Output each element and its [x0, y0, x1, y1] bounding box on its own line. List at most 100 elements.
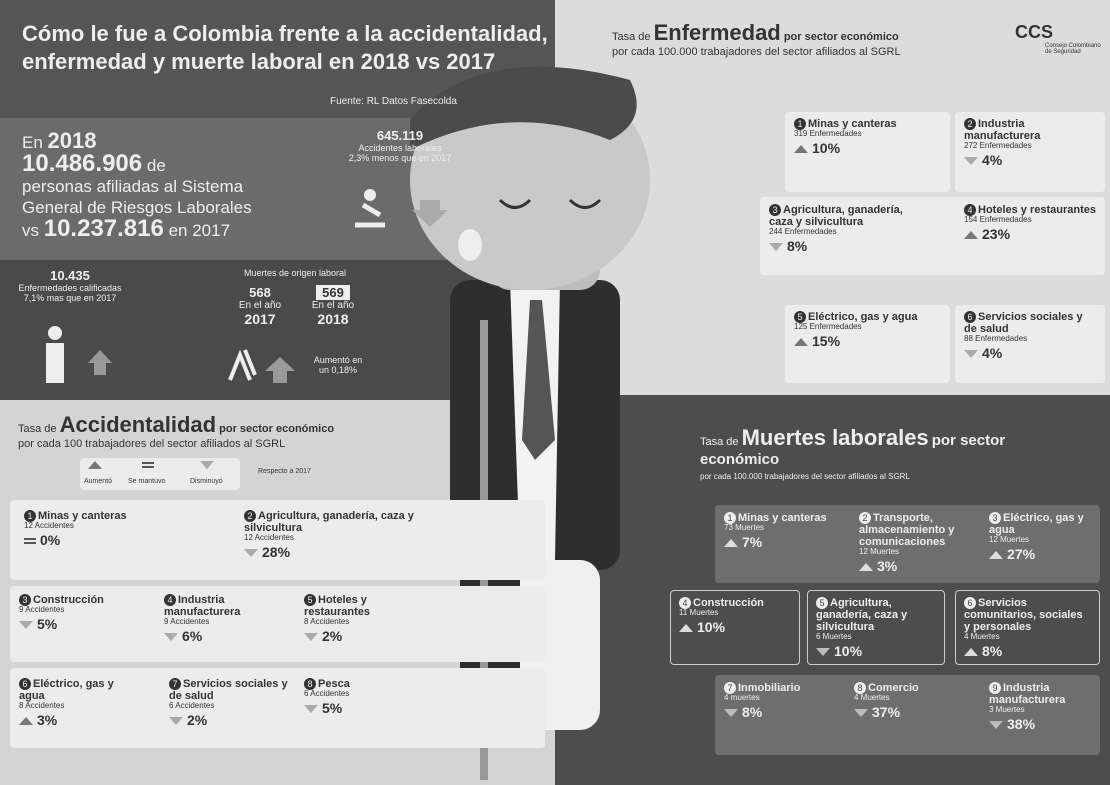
sector-card: 2 Transporte, almacenamiento y comunicaci…: [855, 510, 975, 576]
sector-count: 8 Accidentes: [304, 617, 350, 627]
sector-card: 4 Industria manufacturera 9 Accidentes 6%: [160, 592, 280, 646]
sector-pct: 2%: [187, 711, 208, 728]
sector-card: 5 Eléctrico, gas y agua 125 Enfermedades 15…: [790, 309, 940, 351]
sector-pct: 8%: [787, 237, 808, 254]
text: personas afiliadas al Sistema General de…: [22, 177, 252, 217]
sector-card: 7 Servicios sociales y de salud 6 Accident…: [165, 676, 295, 730]
group-box: [785, 112, 950, 192]
sector-number: 2: [964, 118, 976, 130]
logo-subtitle: Consejo Colombiano de Seguridad: [1045, 43, 1101, 55]
sector-pct: 10%: [834, 643, 863, 660]
accident-heading: Tasa de Accidentalidad por sector económ…: [18, 412, 334, 450]
sector-name-row: 2 Industria manufacturera: [964, 118, 1096, 142]
trend-icon: [816, 648, 830, 657]
title-line: Cómo le fue a Colombia frente a la accid…: [22, 21, 548, 46]
sector-count: 12 Muertes: [989, 535, 1030, 545]
sector-name: Hoteles y restaurantes: [978, 204, 1096, 216]
sector-number: 4: [164, 594, 176, 606]
note: 2,3% menos que en 2017: [348, 153, 452, 163]
sector-pct: 27%: [1007, 545, 1036, 562]
sector-card: 3 Eléctrico, gas y agua 12 Muertes 27%: [985, 510, 1095, 564]
sector-count: 6 Muertes: [816, 632, 852, 642]
sector-name-row: 3 Eléctrico, gas y agua: [989, 512, 1091, 536]
sector-name-row: 6 Servicios sociales y de salud: [964, 311, 1096, 335]
sector-change: 5%: [304, 699, 426, 716]
label: En el año: [311, 300, 355, 311]
text: en 2017: [168, 221, 231, 240]
sector-count: 4 muertes: [724, 693, 760, 703]
sector-card: 4 Construcción 11 Muertes 10%: [675, 595, 795, 637]
sector-pct: 15%: [812, 332, 841, 349]
sector-name-row: 2 Agricultura, ganadería, caza y silvicul…: [244, 510, 466, 534]
sector-count: 4 Muertes: [964, 632, 1000, 642]
sector-name-row: 2 Transporte, almacenamiento y comunicaci…: [859, 512, 971, 548]
title: Cómo le fue a Colombia frente a la accid…: [22, 20, 548, 76]
group-box: [10, 586, 545, 662]
sector-card: 6 Eléctrico, gas y agua 8 Accidentes 3%: [15, 676, 135, 730]
sector-count: 6 Accidentes: [304, 689, 350, 699]
illness-heading: Tasa de Enfermedad por sector económico …: [612, 20, 901, 58]
illness-icon: [46, 326, 112, 383]
sector-name: Comercio: [868, 682, 919, 694]
sector-name: Eléctrico, gas y agua: [989, 512, 1084, 537]
legend: Aumentó Se mantuvo Disminuyó: [80, 458, 240, 490]
sector-count: 154 Enfermedades: [964, 215, 1032, 225]
illness-total: 10.435 Enfermedades calificadas 7,1% mas…: [10, 268, 130, 303]
sector-change: 0%: [24, 531, 246, 548]
trend-icon: [169, 717, 183, 726]
sector-number: 3: [989, 512, 1001, 524]
note: 7,1% mas que en 2017: [23, 293, 117, 303]
sector-card: 8 Pesca 6 Accidentes 5%: [300, 676, 430, 718]
sector-count: 11 Muertes: [679, 608, 719, 618]
sector-count: 6 Accidentes: [169, 701, 215, 711]
subtitle: por cada 100.000 trabajadores del sector…: [700, 472, 910, 481]
sector-change: 8%: [769, 237, 921, 254]
sector-name-row: 5 Hoteles y restaurantes: [304, 594, 426, 618]
sector-change: 4%: [964, 152, 1096, 168]
logo-name: CCS: [1015, 22, 1054, 42]
deaths-note: Aumentó en un 0,18%: [313, 355, 363, 375]
sector-card: 5 Agricultura, ganadería, caza y silvicul…: [812, 595, 940, 661]
sector-count: 3 Muertes: [989, 705, 1025, 715]
sector-pct: 23%: [982, 225, 1011, 242]
sector-count: 88 Enfermedades: [964, 334, 1028, 344]
sector-change: 15%: [794, 332, 936, 349]
sector-card: 8 Comercio 4 Muertes 37%: [850, 680, 970, 722]
sector-name: Servicios comunitarios, sociales y perso…: [964, 597, 1083, 634]
trend-icon: [304, 705, 318, 714]
legend-same: Se mantuvo: [128, 478, 166, 485]
deaths-icon: [228, 349, 295, 383]
sector-change: 6%: [164, 628, 276, 644]
sector-card: 9 Industria manufacturera 3 Muertes 38%: [985, 680, 1095, 734]
sector-change: 2%: [304, 628, 426, 644]
sector-pct: 37%: [872, 703, 901, 720]
affiliates: 10.486.906: [22, 150, 143, 177]
group-box: [760, 197, 1105, 275]
group-box: [10, 668, 545, 748]
deaths-2017: 568 En el año 2017: [225, 285, 295, 327]
text: de: [146, 156, 166, 175]
sector-number: 1: [724, 512, 736, 524]
sector-change: 4%: [964, 345, 1096, 361]
group-box: [785, 305, 950, 383]
sector-count: 12 Accidentes: [244, 533, 294, 543]
sector-number: 4: [679, 597, 691, 609]
trend-icon: [859, 563, 873, 572]
sector-card: 1 Minas y canteras 319 Enfermedades 10%: [790, 116, 940, 158]
group-box: [955, 305, 1105, 383]
sector-count: 4 Muertes: [854, 693, 890, 703]
sector-number: 7: [724, 682, 736, 694]
sector-name: Agricultura, ganadería, caza y silvicult…: [769, 204, 903, 229]
sector-pct: 5%: [322, 699, 343, 716]
sector-number: 1: [24, 510, 36, 522]
sector-change: 2%: [169, 711, 291, 728]
title-line: enfermedad y muerte laboral en 2018 vs 2…: [22, 49, 496, 74]
value: 645.119: [376, 128, 424, 143]
year: 2018: [317, 311, 349, 327]
eyes: [498, 198, 602, 209]
sector-pct: 0%: [40, 531, 61, 548]
sector-name: Agricultura, ganadería, caza y silvicult…: [816, 597, 908, 634]
trend-icon: [964, 231, 978, 240]
sector-name: Agricultura, ganadería, caza y silvicult…: [244, 510, 414, 535]
group-box: [715, 675, 1100, 755]
